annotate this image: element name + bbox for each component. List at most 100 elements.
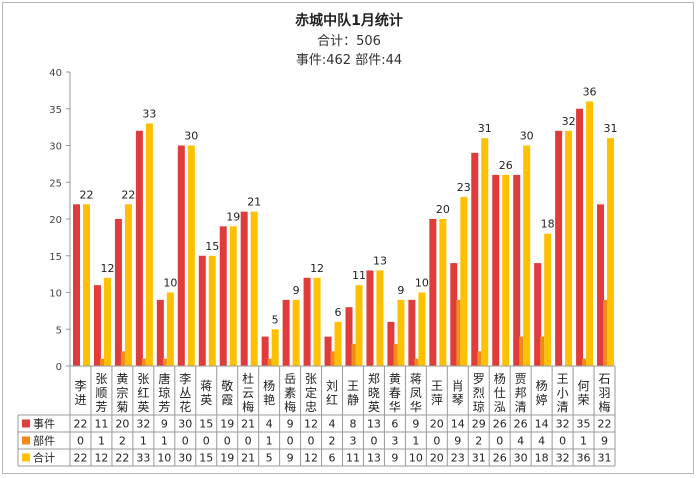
- table-value: 14: [451, 418, 465, 431]
- table-value: 26: [493, 452, 507, 465]
- table-value: 0: [559, 435, 566, 448]
- table-value: 15: [199, 418, 213, 431]
- bar-事件: [387, 321, 395, 366]
- bar-合计: [166, 292, 174, 366]
- category-label: 黄宗菊: [116, 372, 128, 414]
- table-value: 4: [329, 418, 336, 431]
- table-value: 0: [245, 435, 252, 448]
- table-value: 35: [577, 418, 591, 431]
- data-label: 18: [541, 218, 555, 231]
- y-tick-label: 35: [49, 105, 62, 116]
- bar-部件: [141, 358, 146, 366]
- data-label: 12: [310, 262, 324, 275]
- category-label: 岳素梅: [284, 372, 296, 414]
- table-value: 29: [472, 418, 486, 431]
- category-label: 蒋英: [200, 379, 212, 407]
- table-value: 9: [161, 418, 168, 431]
- bar-合计: [334, 321, 342, 366]
- data-label: 33: [142, 107, 156, 120]
- data-label: 5: [272, 313, 279, 326]
- category-label: 李丛花: [179, 371, 191, 414]
- table-value: 21: [241, 452, 255, 465]
- legend-label: 合计: [33, 451, 55, 465]
- table-value: 10: [409, 452, 423, 465]
- bar-合计: [292, 299, 300, 366]
- category-label: 杨仕泓: [494, 371, 506, 414]
- bar-事件: [73, 204, 80, 366]
- table-value: 33: [136, 452, 150, 465]
- table-value: 21: [241, 418, 255, 431]
- bar-合计: [460, 196, 468, 366]
- data-label: 32: [562, 115, 576, 128]
- data-label: 15: [205, 240, 219, 253]
- data-label: 12: [100, 262, 114, 275]
- table-value: 30: [514, 452, 528, 465]
- bar-部件: [582, 358, 587, 366]
- bar-部件: [351, 343, 356, 366]
- table-value: 20: [430, 418, 444, 431]
- legend-key-事件: [22, 419, 30, 428]
- bar-事件: [408, 299, 416, 366]
- bar-事件: [282, 299, 290, 366]
- bar-事件: [198, 255, 206, 366]
- table-value: 32: [556, 452, 570, 465]
- table-value: 26: [514, 418, 528, 431]
- bar-事件: [555, 130, 563, 366]
- table-value: 13: [367, 418, 381, 431]
- bar-部件: [99, 358, 104, 366]
- bar-事件: [471, 152, 479, 366]
- bar-合计: [544, 233, 552, 366]
- y-tick-label: 30: [49, 142, 62, 153]
- bar-事件: [513, 174, 521, 366]
- table-value: 31: [598, 452, 612, 465]
- data-label: 22: [121, 188, 135, 201]
- bar-部件: [540, 336, 545, 366]
- legend-key-部件: [22, 436, 30, 445]
- table-value: 14: [535, 418, 549, 431]
- bar-事件: [366, 270, 374, 366]
- table-value: 9: [391, 452, 398, 465]
- data-label: 10: [415, 277, 429, 290]
- data-label: 26: [499, 159, 513, 172]
- table-value: 2: [475, 435, 482, 448]
- table-value: 9: [601, 435, 608, 448]
- bar-事件: [261, 336, 269, 366]
- table-value: 32: [136, 418, 150, 431]
- category-label: 何荣: [578, 379, 590, 407]
- legend-label: 部件: [33, 434, 55, 448]
- table-value: 23: [451, 452, 465, 465]
- data-label: 19: [226, 210, 240, 223]
- table-value: 12: [304, 452, 318, 465]
- category-label: 罗烈琼: [473, 372, 485, 414]
- bar-合计: [271, 329, 279, 366]
- bar-合计: [586, 101, 594, 367]
- y-tick-label: 10: [49, 289, 62, 300]
- bar-事件: [177, 145, 185, 366]
- bar-合计: [103, 277, 111, 366]
- bar-合计: [397, 299, 405, 366]
- y-tick-label: 25: [49, 178, 62, 189]
- y-tick-label: 15: [49, 252, 62, 263]
- legend-label: 事件: [33, 418, 55, 431]
- bar-部件: [162, 358, 167, 366]
- category-label: 郑晓英: [368, 371, 380, 414]
- table-value: 22: [115, 452, 129, 465]
- bar-合计: [187, 145, 195, 366]
- bar-合计: [418, 292, 426, 366]
- table-value: 0: [77, 435, 84, 448]
- bar-事件: [219, 226, 227, 366]
- table-value: 1: [98, 435, 105, 448]
- bar-事件: [93, 285, 101, 366]
- bar-事件: [345, 307, 353, 366]
- table-value: 36: [577, 452, 591, 465]
- table-value: 3: [349, 435, 356, 448]
- category-label: 王静: [347, 379, 359, 407]
- table-value: 15: [199, 452, 213, 465]
- table-value: 0: [203, 435, 210, 448]
- bar-合计: [355, 285, 363, 366]
- y-tick-label: 5: [56, 325, 62, 336]
- table-value: 9: [454, 435, 461, 448]
- category-label: 石羽梅: [599, 372, 611, 414]
- bar-部件: [456, 299, 461, 366]
